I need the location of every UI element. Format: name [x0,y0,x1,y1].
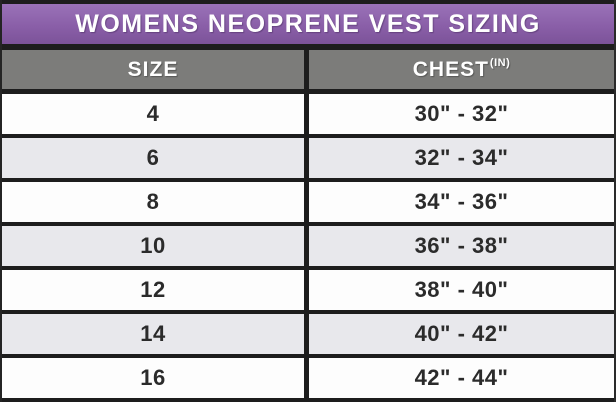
table-row: 16 42" - 44" [2,354,614,398]
size-cell: 12 [2,270,309,310]
table-row: 8 34" - 36" [2,178,614,222]
chest-cell: 36" - 38" [414,233,509,258]
column-header-size: SIZE [2,50,309,89]
size-header-label: SIZE [127,57,179,81]
chart-title: WOMENS NEOPRENE VEST SIZING [75,9,541,38]
table-row: 6 32" - 34" [2,134,614,178]
table-header-row: SIZE CHEST (IN) [2,50,614,94]
chest-cell: 34" - 36" [414,189,509,214]
table-body: 4 30" - 32" 6 32" - 34" 8 34" - 36" 10 3… [2,94,614,402]
size-cell: 6 [2,138,309,178]
size-cell: 16 [2,358,309,398]
chest-unit-superscript: (IN) [489,56,511,69]
chest-cell: 40" - 42" [414,321,509,346]
chest-cell: 38" - 40" [414,277,509,302]
chart-title-bar: WOMENS NEOPRENE VEST SIZING [2,0,614,50]
size-cell: 14 [2,314,309,354]
chest-cell: 30" - 32" [414,101,509,126]
size-cell: 8 [2,182,309,222]
table-row: 14 40" - 42" [2,310,614,354]
size-cell: 4 [2,94,309,134]
table-row: 10 36" - 38" [2,222,614,266]
size-cell: 10 [2,226,309,266]
table-row: 4 30" - 32" [2,94,614,134]
column-header-chest: CHEST (IN) [309,50,614,89]
chest-cell: 42" - 44" [414,365,509,390]
chest-cell: 32" - 34" [414,145,509,170]
table-row: 12 38" - 40" [2,266,614,310]
chest-header-label: CHEST [412,57,489,81]
